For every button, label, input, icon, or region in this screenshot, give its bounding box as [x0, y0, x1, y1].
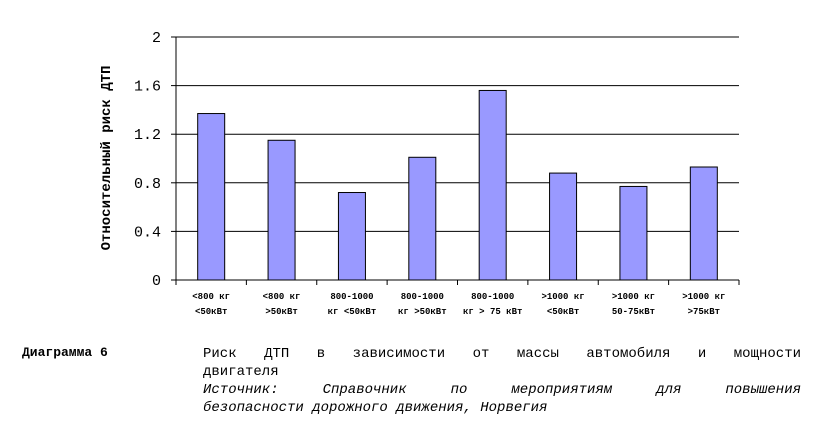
x-tick-label: <50кВт: [547, 307, 579, 317]
caption-line-2: двигателя: [203, 364, 279, 380]
bar: [689, 166, 718, 281]
y-tick-label: 0: [152, 273, 161, 290]
y-tick-label: 1.6: [134, 79, 161, 96]
y-tick-label: 1.2: [134, 127, 161, 144]
diagram-caption: Риск ДТП в зависимости от массы автомоби…: [203, 345, 801, 417]
caption-source-line-2: безопасности дорожного движения, Норвеги…: [203, 400, 548, 416]
bar: [478, 89, 507, 281]
bar: [408, 156, 437, 281]
x-tick-label: 800-1000: [330, 292, 373, 302]
x-axis-ticks: <800 кг <50кВт <800 кг >50кВт 800-1000 кг <50…: [175, 280, 740, 317]
x-tick-label: >75кВт: [688, 307, 720, 317]
bar: [549, 172, 578, 281]
bar: [619, 185, 648, 281]
bar-chart: 0 0.4 0.8 1.2 1.6 2 <800 кг <50кВт <800 кг >50кВ…: [99, 30, 740, 317]
x-tick-label: 50-75кВт: [612, 307, 655, 317]
bar: [267, 139, 296, 281]
bar: [197, 113, 226, 281]
caption-line-1: Риск ДТП в зависимости от массы автомоби…: [203, 346, 801, 362]
y-axis-ticks: 0 0.4 0.8 1.2 1.6 2: [134, 30, 161, 290]
x-tick-label: 800-1000: [401, 292, 444, 302]
x-tick-label: >1000 кг: [612, 292, 655, 302]
caption-source-line-1: Источник: Справочник по мероприятиям для…: [203, 382, 801, 398]
x-tick-label: >1000 кг: [541, 292, 584, 302]
y-axis-label: Относительный риск ДТП: [99, 66, 115, 251]
y-tick-label: 2: [152, 30, 161, 47]
bar: [337, 192, 366, 281]
x-tick-label: кг >50кВт: [398, 307, 447, 317]
x-tick-label: кг <50кВт: [328, 307, 377, 317]
diagram-number: Диаграмма 6: [22, 345, 108, 360]
x-tick-label: <50кВт: [195, 307, 227, 317]
y-tick-label: 0.8: [134, 176, 161, 193]
x-tick-label: кг > 75 кВт: [463, 307, 522, 317]
x-tick-label: <800 кг: [263, 292, 301, 302]
y-tick-label: 0.4: [134, 224, 161, 241]
chart-bars: [197, 89, 718, 281]
x-tick-label: >1000 кг: [682, 292, 725, 302]
x-tick-label: >50кВт: [265, 307, 297, 317]
x-tick-label: <800 кг: [192, 292, 230, 302]
chart-grid: [171, 36, 739, 281]
x-tick-label: 800-1000: [471, 292, 514, 302]
